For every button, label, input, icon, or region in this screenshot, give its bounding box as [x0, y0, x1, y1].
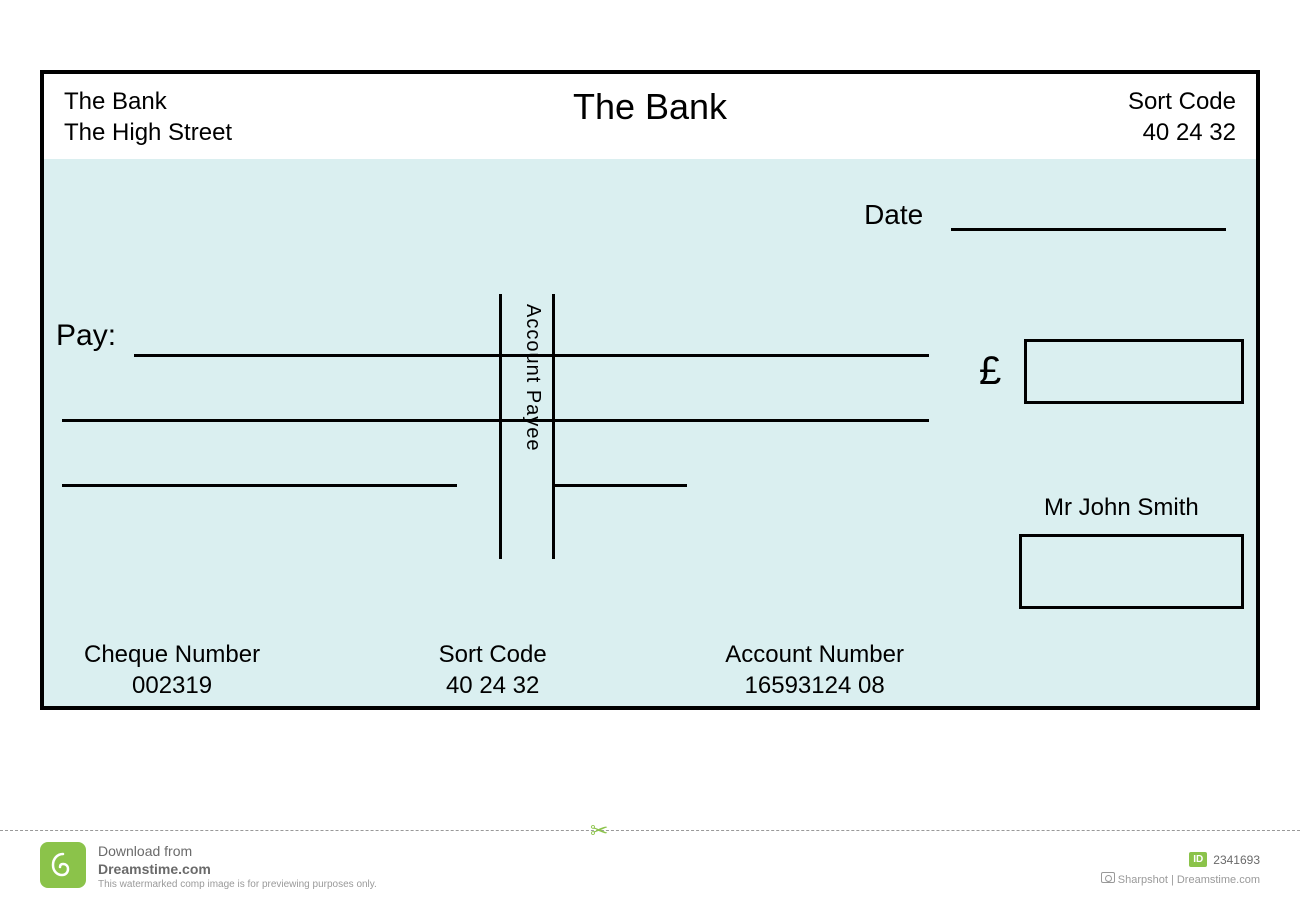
author-text: Sharpshot | Dreamstime.com	[1118, 874, 1260, 886]
scissors-icon: ✂	[590, 818, 608, 844]
account-number-value: 16593124 08	[725, 670, 904, 701]
pay-label: Pay:	[56, 319, 116, 353]
account-payee-text: Account Payee	[521, 304, 544, 452]
payee-line-2[interactable]	[62, 419, 929, 422]
date-label: Date	[864, 199, 923, 230]
date-line[interactable]	[951, 228, 1226, 231]
cross-line-1	[499, 294, 502, 559]
cheque-body: Date Pay: Account Payee £ Mr John Smith …	[44, 159, 1256, 706]
cut-line	[0, 830, 1300, 831]
camera-icon	[1101, 872, 1115, 883]
account-number-col: Account Number 16593124 08	[725, 639, 904, 701]
sort-code-label: Sort Code	[1128, 86, 1236, 117]
sort-code-header: Sort Code 40 24 32	[1128, 86, 1236, 148]
bank-name-line1: The Bank	[64, 86, 232, 117]
download-label: Download from	[98, 842, 377, 860]
signature-box[interactable]	[1019, 534, 1244, 609]
bank-address: The Bank The High Street	[64, 86, 232, 148]
id-value: 2341693	[1213, 853, 1260, 867]
dreamstime-logo-icon	[40, 842, 86, 888]
watermark-id: ID 2341693	[1189, 852, 1260, 867]
cheque-number-label: Cheque Number	[84, 639, 260, 670]
id-badge: ID	[1189, 852, 1207, 867]
account-number-label: Account Number	[725, 639, 904, 670]
amount-box[interactable]	[1024, 339, 1244, 404]
cheque-footer: Cheque Number 002319 Sort Code 40 24 32 …	[84, 639, 904, 701]
watermark-text: Download from Dreamstime.com This waterm…	[98, 842, 377, 891]
cheque-number-value: 002319	[84, 670, 260, 701]
sort-code-value-top: 40 24 32	[1128, 117, 1236, 148]
payee-line-3b[interactable]	[552, 484, 687, 487]
sort-code-footer-value: 40 24 32	[439, 670, 547, 701]
watermark-disclaimer: This watermarked comp image is for previ…	[98, 878, 377, 891]
bank-name-line2: The High Street	[64, 117, 232, 148]
cheque-header: The Bank The High Street The Bank Sort C…	[44, 74, 1256, 159]
payee-line-3a[interactable]	[62, 484, 457, 487]
watermark-author: Sharpshot | Dreamstime.com	[1101, 872, 1260, 886]
cheque-container: The Bank The High Street The Bank Sort C…	[40, 70, 1260, 710]
currency-symbol: £	[979, 349, 1001, 394]
cheque-number-col: Cheque Number 002319	[84, 639, 260, 701]
brand-name[interactable]: Dreamstime.com	[98, 860, 377, 878]
sort-code-footer-label: Sort Code	[439, 639, 547, 670]
date-field: Date	[864, 199, 1226, 231]
bank-title: The Bank	[573, 86, 727, 128]
sort-code-col: Sort Code 40 24 32	[439, 639, 547, 701]
watermark-bar: Download from Dreamstime.com This waterm…	[10, 842, 1290, 902]
cross-line-2	[552, 294, 555, 559]
account-holder-name: Mr John Smith	[1044, 494, 1199, 522]
